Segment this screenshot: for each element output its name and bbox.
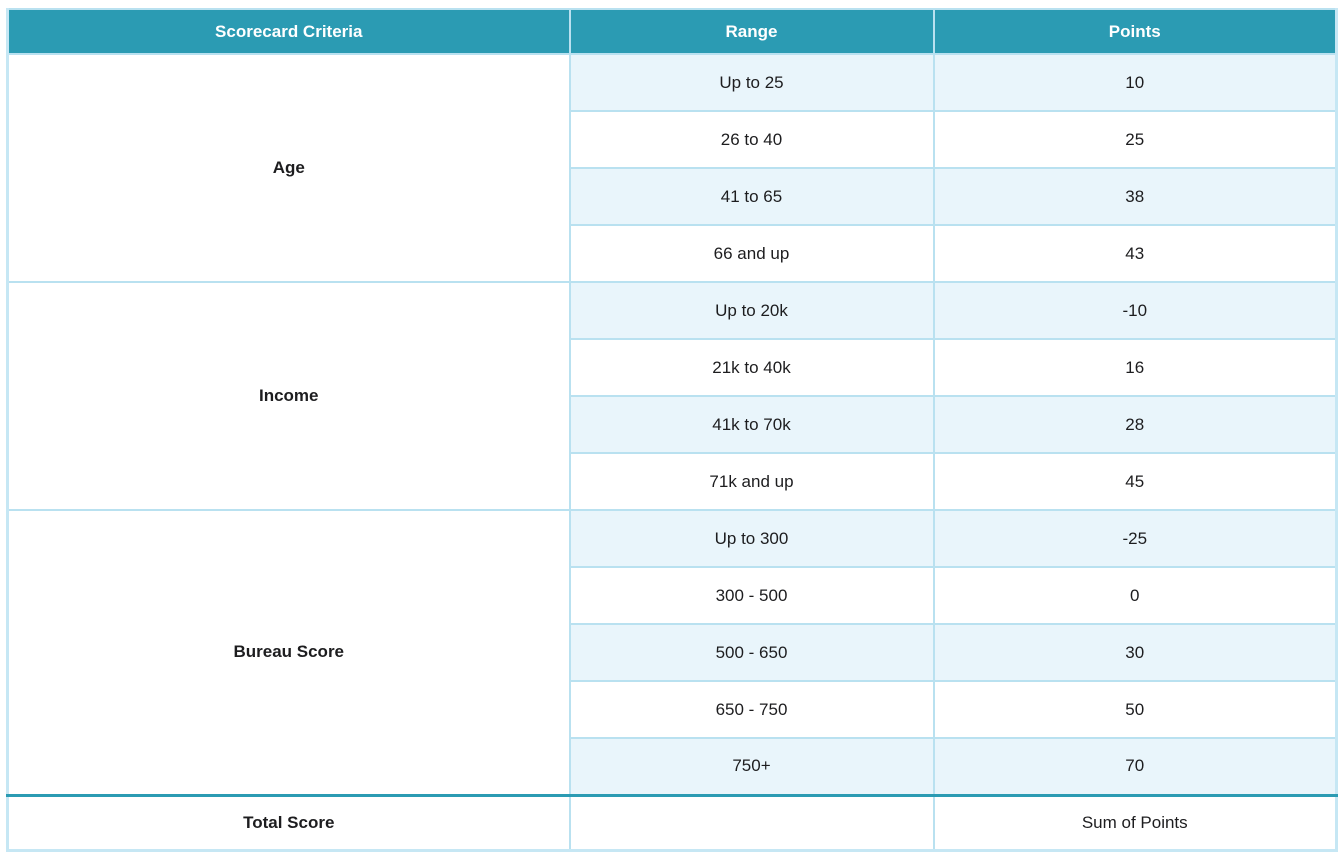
scorecard-table: Scorecard Criteria Range Points Age Up t… xyxy=(6,8,1338,852)
points-cell: -10 xyxy=(932,281,1338,340)
points-cell: 25 xyxy=(932,110,1338,169)
table-row: 300 - 500 0 xyxy=(8,566,1338,625)
range-cell: Up to 25 xyxy=(568,53,935,112)
total-range-empty-cell xyxy=(568,793,935,851)
header-points: Points xyxy=(932,8,1338,55)
points-cell: -25 xyxy=(932,509,1338,568)
table-row: 41k to 70k 28 xyxy=(8,395,1338,454)
table-row: 21k to 40k 16 xyxy=(8,338,1338,397)
range-cell: Up to 20k xyxy=(568,281,935,340)
table-row: 650 - 750 50 xyxy=(8,680,1338,739)
criteria-age: Age xyxy=(6,53,571,283)
range-cell: 650 - 750 xyxy=(568,680,935,739)
range-cell: Up to 300 xyxy=(568,509,935,568)
points-cell: 10 xyxy=(932,53,1338,112)
points-cell: 30 xyxy=(932,623,1338,682)
points-cell: 70 xyxy=(932,737,1338,796)
table-row: Age Up to 25 10 xyxy=(6,53,1338,283)
range-cell: 750+ xyxy=(568,737,935,796)
points-cell: 28 xyxy=(932,395,1338,454)
range-cell: 41 to 65 xyxy=(568,167,935,226)
total-row: Total Score Sum of Points xyxy=(6,793,1338,851)
range-cell: 66 and up xyxy=(568,224,935,283)
criteria-income: Income xyxy=(6,281,571,511)
points-cell: 45 xyxy=(932,452,1338,511)
criteria-bureau-score: Bureau Score xyxy=(6,509,571,796)
points-cell: 0 xyxy=(932,566,1338,625)
table-body: Age Up to 25 10 26 to 40 25 41 to 65 38 … xyxy=(6,53,1338,851)
range-cell: 71k and up xyxy=(568,452,935,511)
table-row: Bureau Score Up to 300 -25 xyxy=(6,509,1338,796)
table-row: 500 - 650 30 xyxy=(8,623,1338,682)
points-cell: 16 xyxy=(932,338,1338,397)
points-cell: 43 xyxy=(932,224,1338,283)
range-cell: 41k to 70k xyxy=(568,395,935,454)
total-points-cell: Sum of Points xyxy=(932,793,1338,851)
table-row: Income Up to 20k -10 xyxy=(6,281,1338,511)
range-cell: 500 - 650 xyxy=(568,623,935,682)
range-cell: 26 to 40 xyxy=(568,110,935,169)
points-cell: 50 xyxy=(932,680,1338,739)
header-row: Scorecard Criteria Range Points xyxy=(6,8,1338,55)
range-cell: 300 - 500 xyxy=(568,566,935,625)
header-range: Range xyxy=(568,8,935,55)
table-row: 41 to 65 38 xyxy=(8,167,1338,226)
table-row: 71k and up 45 xyxy=(8,452,1338,511)
table-row: 750+ 70 xyxy=(8,737,1338,796)
table-header: Scorecard Criteria Range Points xyxy=(6,8,1338,55)
total-score-label: Total Score xyxy=(6,793,571,851)
table-row: 26 to 40 25 xyxy=(8,110,1338,169)
range-cell: 21k to 40k xyxy=(568,338,935,397)
header-scorecard-criteria: Scorecard Criteria xyxy=(6,8,571,55)
table-row: 66 and up 43 xyxy=(8,224,1338,283)
points-cell: 38 xyxy=(932,167,1338,226)
